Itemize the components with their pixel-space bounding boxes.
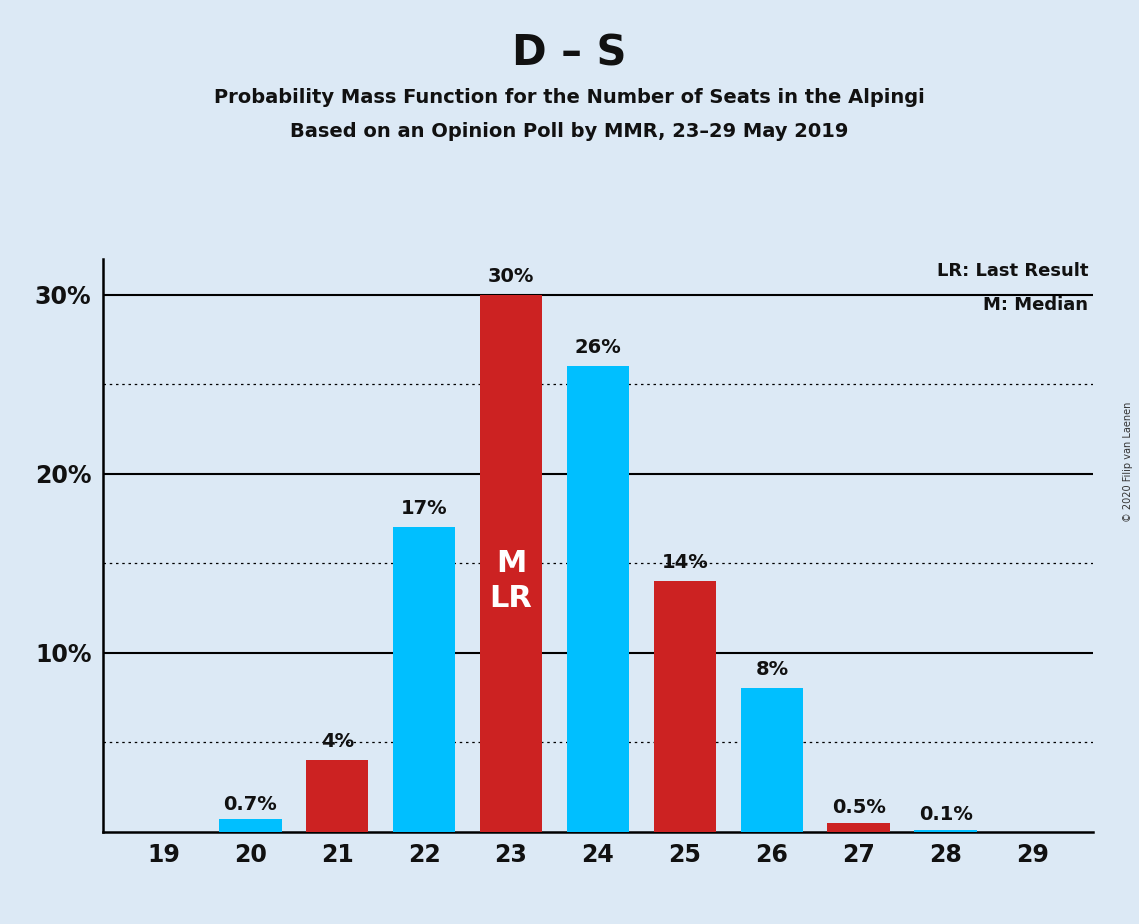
Text: M
LR: M LR — [490, 549, 533, 614]
Text: M: Median: M: Median — [983, 296, 1089, 314]
Text: Probability Mass Function for the Number of Seats in the Alpingi: Probability Mass Function for the Number… — [214, 88, 925, 107]
Bar — [393, 528, 456, 832]
Text: D – S: D – S — [513, 32, 626, 74]
Bar — [219, 819, 281, 832]
Bar — [306, 760, 369, 832]
Text: Based on an Opinion Poll by MMR, 23–29 May 2019: Based on an Opinion Poll by MMR, 23–29 M… — [290, 122, 849, 141]
Text: 30%: 30% — [487, 266, 534, 286]
Text: 14%: 14% — [662, 553, 708, 572]
Bar — [480, 295, 542, 832]
Bar — [654, 581, 716, 832]
Text: © 2020 Filip van Laenen: © 2020 Filip van Laenen — [1123, 402, 1133, 522]
Text: 4%: 4% — [321, 732, 354, 751]
Text: LR: Last Result: LR: Last Result — [937, 261, 1089, 280]
Text: 0.1%: 0.1% — [919, 806, 973, 824]
Bar — [740, 688, 803, 832]
Text: 8%: 8% — [755, 661, 788, 679]
Text: 17%: 17% — [401, 499, 448, 518]
Text: 0.7%: 0.7% — [223, 795, 277, 814]
Bar — [567, 366, 629, 832]
Text: 26%: 26% — [574, 338, 622, 358]
Text: 0.5%: 0.5% — [831, 798, 886, 817]
Bar — [915, 830, 977, 832]
Bar — [827, 822, 890, 832]
